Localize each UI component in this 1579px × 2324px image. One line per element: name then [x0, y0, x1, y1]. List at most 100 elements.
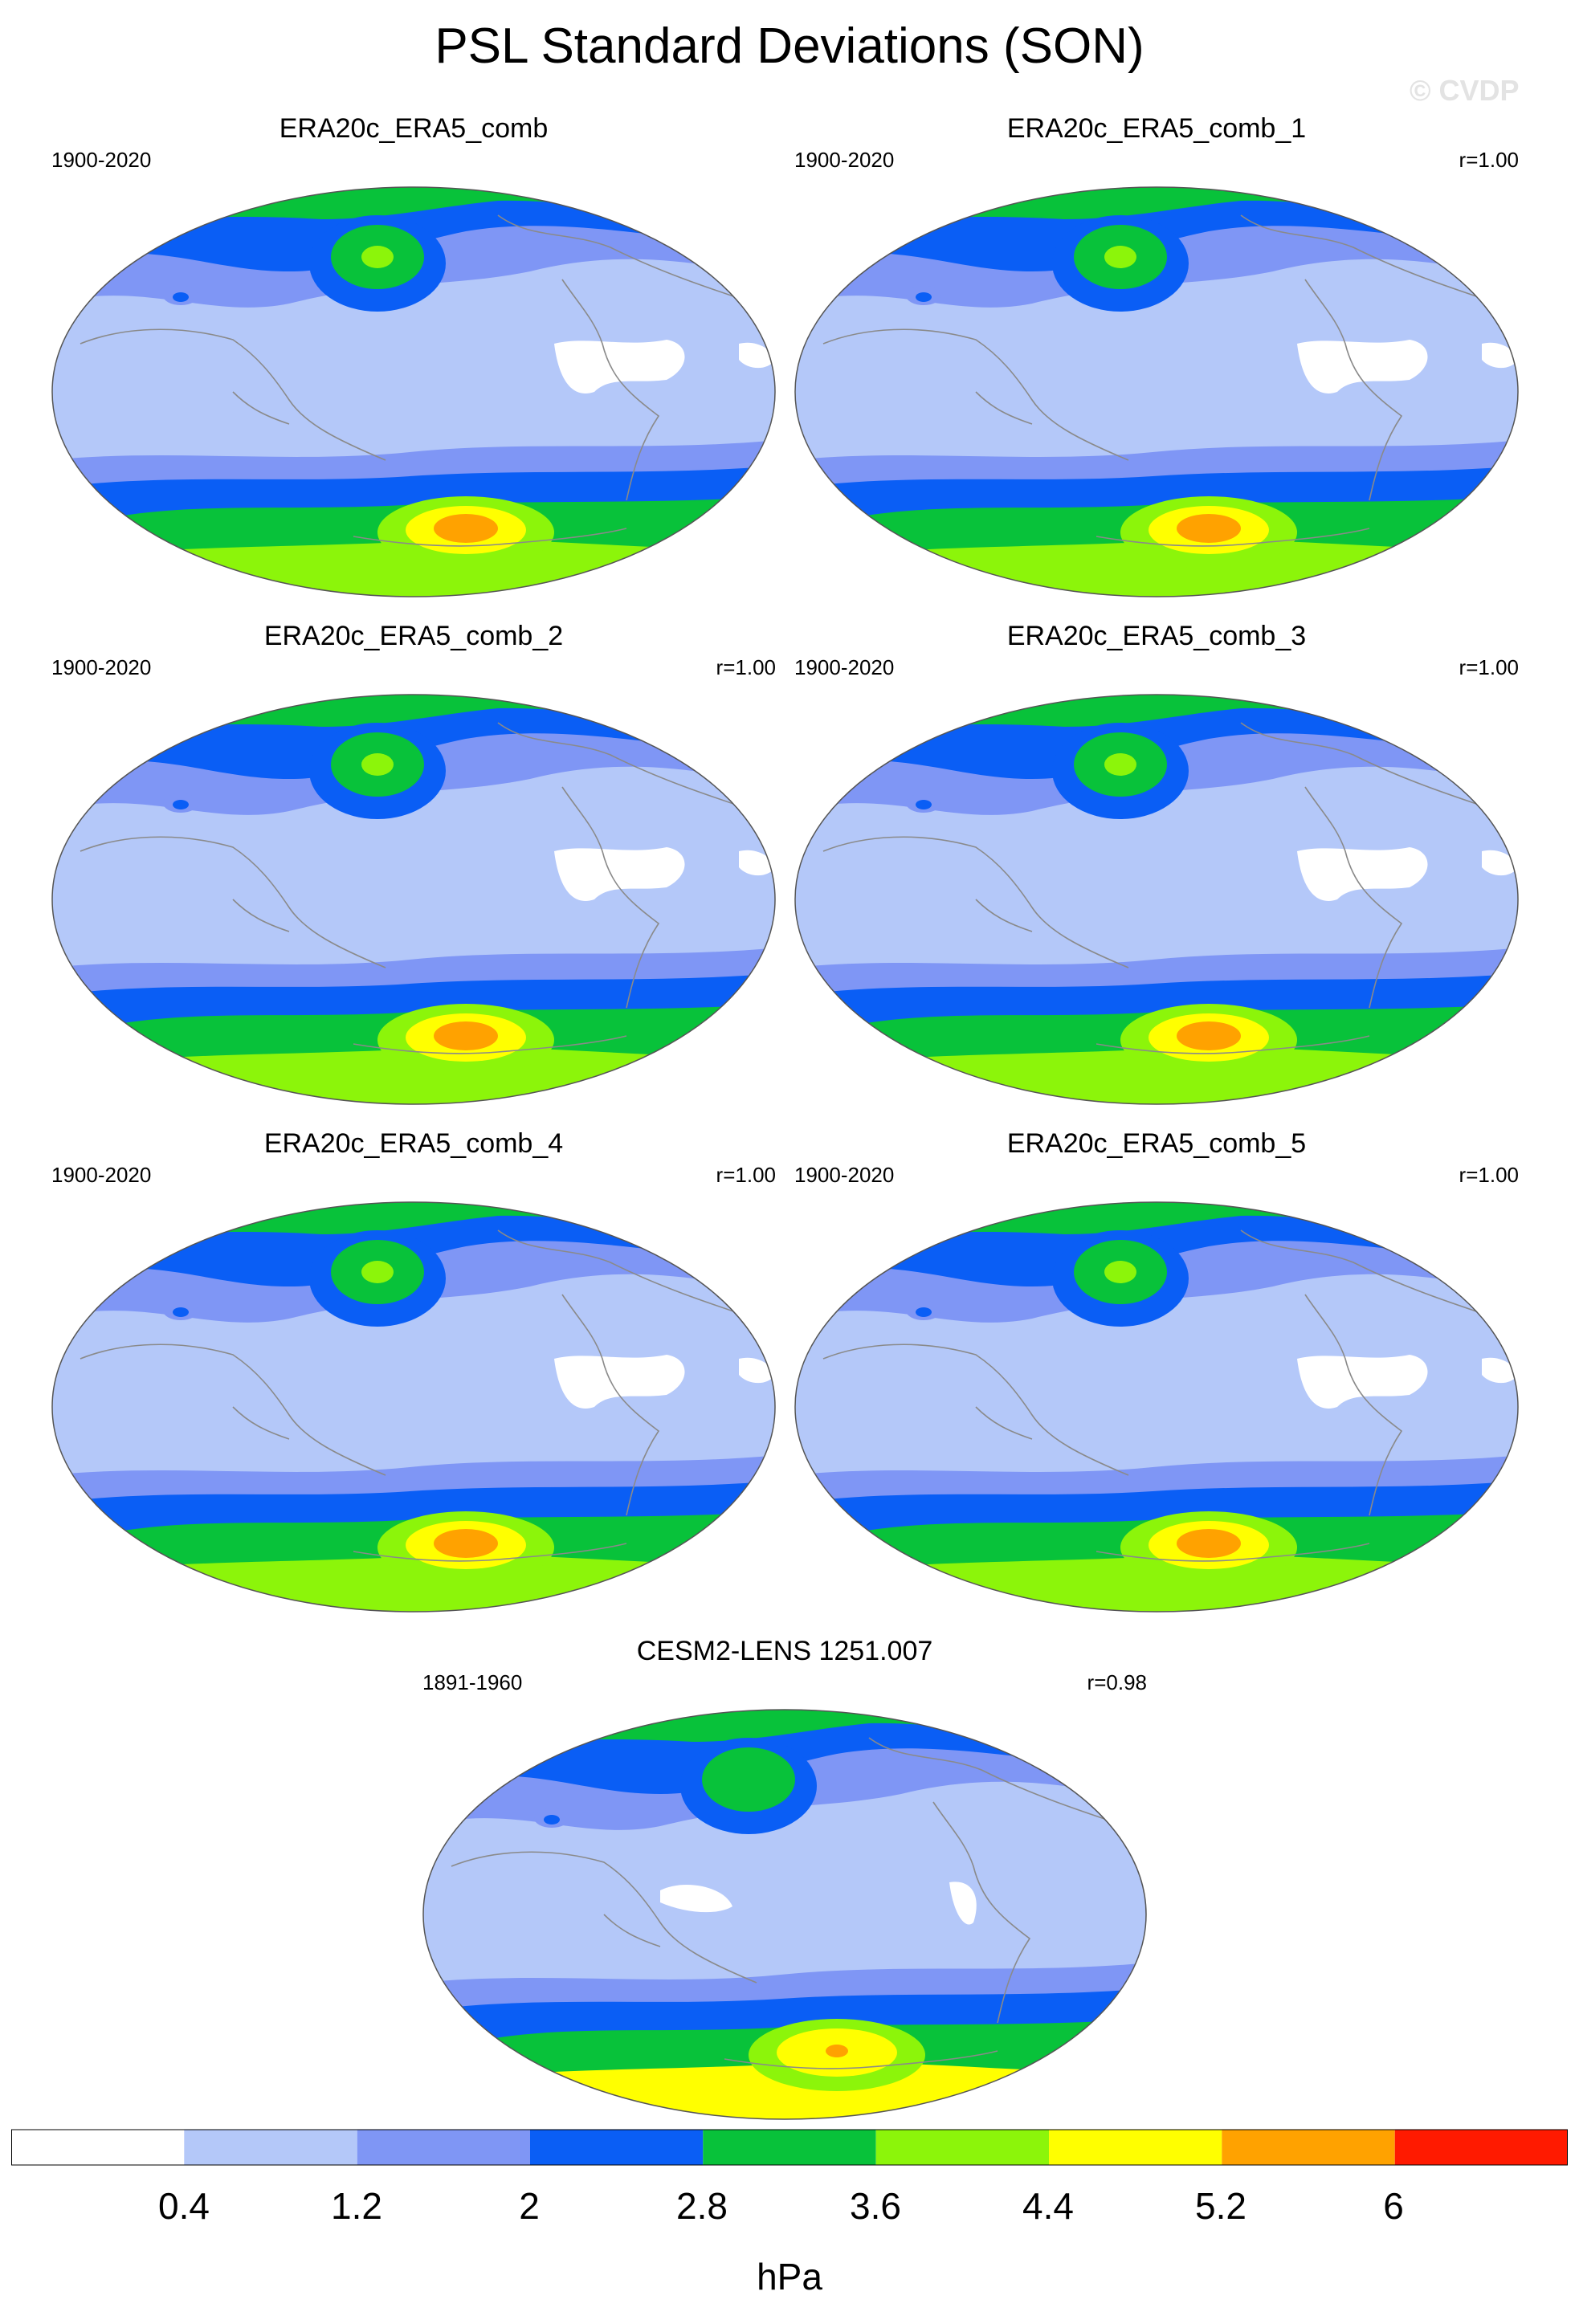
contour-fill [173, 292, 189, 302]
coastline [497, 722, 756, 812]
panel-period: 1900-2020 [51, 1163, 152, 1187]
panel-period: 1900-2020 [51, 655, 152, 679]
colorbar-segment [703, 2130, 876, 2165]
contour-fill [1177, 514, 1241, 543]
coastline [451, 1851, 757, 1984]
contour-fill [826, 2045, 848, 2057]
panel-title: ERA20c_ERA5_comb [279, 113, 549, 144]
panel-correlation: r=1.00 [1459, 1163, 1519, 1187]
coastline [232, 899, 290, 932]
panel-correlation: r=1.00 [1459, 148, 1519, 172]
map-outline [51, 694, 776, 1105]
colorbar-segment [1222, 2130, 1395, 2165]
colorbar-unit: hPa [757, 2256, 822, 2297]
contour-fill [361, 753, 394, 776]
coastline [724, 2050, 998, 2069]
colorbar-tick-label: 5.2 [1195, 2185, 1246, 2227]
panel-period: 1900-2020 [51, 148, 152, 172]
contour-fill [434, 514, 498, 543]
colorbar-segment [1394, 2130, 1568, 2165]
contour-fill [739, 850, 775, 876]
coastline [561, 786, 660, 1009]
map-outline [794, 186, 1519, 597]
colorbar-tick-label: 0.4 [158, 2185, 210, 2227]
contour-fill [1297, 847, 1428, 901]
panel-period: 1900-2020 [794, 148, 895, 172]
coastline [1240, 1229, 1499, 1319]
contour-fill [434, 1021, 498, 1050]
contour-fill [1297, 1355, 1428, 1409]
panel-correlation: r=1.00 [716, 655, 776, 679]
colorbar-outline [11, 2129, 1568, 2166]
map-panel-5: ERA20c_ERA5_comb_5 1900-2020 r=1.00 [791, 1127, 1522, 1625]
colorbar-tick-label: 3.6 [850, 2185, 901, 2227]
colorbar-segment [1049, 2130, 1222, 2165]
coastline [603, 1914, 661, 1947]
panel-title: ERA20c_ERA5_comb_5 [1006, 1128, 1307, 1159]
coastline [822, 836, 1129, 968]
contour-fill [1177, 1529, 1241, 1558]
coastline [497, 1229, 756, 1319]
globe-map [51, 694, 776, 1105]
contour-fill [173, 800, 189, 809]
panel-title: ERA20c_ERA5_comb_4 [263, 1128, 564, 1159]
coastline [80, 328, 386, 461]
coastline [822, 1343, 1129, 1476]
contour-fill [554, 340, 685, 393]
coastline [868, 1737, 1127, 1827]
contour-fill [1297, 340, 1428, 393]
panel-title: ERA20c_ERA5_comb_3 [1006, 621, 1307, 651]
coastline [932, 1801, 1031, 2024]
coastline [1096, 1543, 1370, 1562]
contour-fill [1482, 342, 1518, 369]
contour-fill [739, 342, 775, 369]
contour-fill [1104, 753, 1136, 776]
coastline [232, 1406, 290, 1440]
contour-fill [1104, 246, 1136, 268]
map-panel-3: ERA20c_ERA5_comb_3 1900-2020 r=1.00 [791, 620, 1522, 1118]
contour-fill [554, 1355, 685, 1409]
contour-fill [361, 246, 394, 268]
coastline [353, 1543, 627, 1562]
map-panel-2: ERA20c_ERA5_comb_2 1900-2020 r=1.00 [48, 620, 779, 1118]
colorbar-tick-label: 2 [519, 2185, 540, 2227]
contour-fill [732, 1768, 765, 1791]
panel-correlation: r=1.00 [1459, 655, 1519, 679]
contour-fill [916, 1307, 932, 1317]
contour-fill [544, 1815, 560, 1825]
globe-map [51, 1201, 776, 1613]
map-outline [794, 694, 1519, 1105]
coastline [561, 279, 660, 501]
coastline [975, 899, 1033, 932]
contour-fill [660, 1884, 732, 1913]
colorbar-segment [530, 2130, 704, 2165]
contour-fill [1177, 1021, 1241, 1050]
coastline [1096, 1035, 1370, 1054]
contour-fill [739, 1357, 775, 1384]
map-outline [51, 1201, 776, 1613]
coastline [822, 328, 1129, 461]
coastline [497, 214, 756, 304]
panel-correlation: r=1.00 [716, 1163, 776, 1187]
colorbar-tick-label: 6 [1383, 2185, 1404, 2227]
globe-map [422, 1709, 1147, 2120]
contour-fill [173, 1307, 189, 1317]
colorbar-segment [357, 2130, 530, 2165]
globe-map [794, 186, 1519, 597]
map-panel-0: ERA20c_ERA5_comb 1900-2020 [48, 112, 779, 610]
coastline [561, 1294, 660, 1516]
coastline [1304, 1294, 1403, 1516]
coastline [353, 1035, 627, 1054]
map-outline [51, 186, 776, 597]
map-panel-6: CESM2-LENS 1251.007 1891-1960 r=0.98 [419, 1635, 1150, 2133]
coastline [1096, 528, 1370, 547]
colorbar-tick-label: 4.4 [1022, 2185, 1074, 2227]
contour-fill [916, 292, 932, 302]
contour-fill [554, 847, 685, 901]
coastline [80, 1343, 386, 1476]
colorbar [11, 2129, 1568, 2166]
coastline [80, 836, 386, 968]
contour-fill [916, 800, 932, 809]
panel-title: ERA20c_ERA5_comb_1 [1006, 113, 1307, 144]
coastline [353, 528, 627, 547]
